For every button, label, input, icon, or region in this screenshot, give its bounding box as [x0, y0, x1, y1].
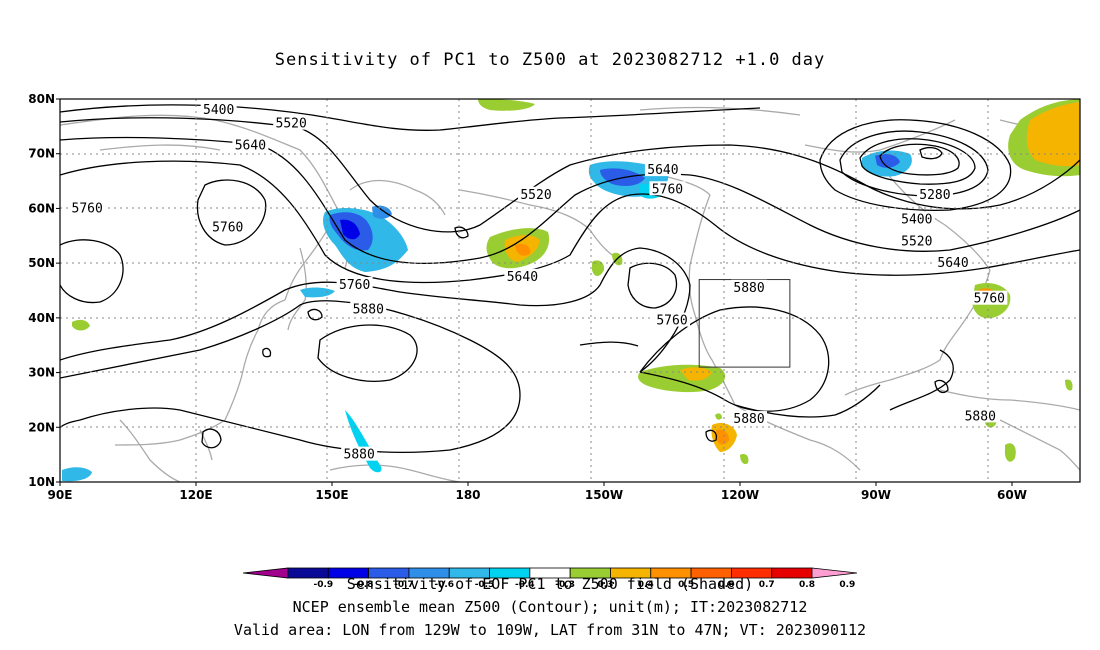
contour-label: 5760 [339, 278, 370, 293]
contour-label: 5280 [919, 188, 950, 203]
graticule [60, 99, 1080, 482]
contour-label-bg [336, 277, 373, 292]
contour-labels: 5400 5520 5640 5760 5760 5520 5640 5760 5640 5760… [69, 101, 1008, 463]
lat-tick-label: 80N [28, 92, 55, 106]
longitude-labels: 90E 120E 150E 180 150W 120W 90W 60W [48, 482, 1027, 502]
lat-tick-label: 20N [28, 420, 55, 434]
colorbar-tick-label: 0.5 [678, 580, 694, 590]
contour-label-bg [69, 200, 106, 215]
contour-label: 5640 [937, 256, 968, 271]
contour-label: 5880 [733, 412, 764, 427]
lon-tick-label: 60W [997, 488, 1027, 502]
contour-label-bg [232, 137, 269, 152]
contour-label-bg [898, 211, 935, 226]
contour-label: 5760 [212, 221, 243, 236]
footer-line-2: NCEP ensemble mean Z500 (Contour); unit(… [292, 598, 808, 616]
contour-label: 5520 [901, 234, 932, 249]
contour-label-bg [916, 186, 953, 201]
latitude-labels: 80N 70N 60N 50N 40N 30N 20N 10N [28, 92, 60, 489]
contour-label: 5880 [733, 281, 764, 296]
lon-tick-label: 120W [721, 488, 759, 502]
footer-line-1: Sensitivity of EOF PC1 to Z500 field (Sh… [346, 575, 754, 593]
colorbar-tick-label: -0.7 [394, 580, 414, 590]
map-frame [59, 98, 1081, 483]
colorbar-tick-label: -0.4 [515, 580, 535, 590]
contour-label-bg [654, 312, 690, 327]
contour-label: 5640 [647, 163, 678, 178]
contour-label: 5760 [72, 201, 103, 216]
lat-tick-label: 50N [28, 256, 55, 270]
contour-label: 5760 [656, 314, 687, 329]
contour-label: 5760 [652, 182, 683, 197]
contour-label: 5760 [974, 292, 1005, 307]
lon-tick-label: 90W [861, 488, 891, 502]
lon-tick-label: 180 [455, 488, 480, 502]
colorbar-tick-label: -0.5 [475, 580, 495, 590]
contour-label: 5520 [276, 117, 307, 132]
lat-tick-label: 10N [28, 475, 55, 489]
map-title: Sensitivity of PC1 to Z500 at 2023082712… [274, 50, 826, 70]
contour-label: 5880 [344, 448, 375, 463]
contour-label-bg [644, 162, 681, 177]
contour-lines [60, 104, 1080, 453]
contour-label-bg [350, 301, 387, 316]
lat-tick-label: 70N [28, 147, 55, 161]
contour-label-bg [200, 101, 237, 116]
contour-label: 5640 [235, 139, 266, 154]
contour-label-bg [341, 446, 378, 461]
contour-label: 5880 [353, 303, 384, 318]
lon-tick-label: 120E [179, 488, 212, 502]
lat-tick-label: 40N [28, 311, 55, 325]
valid-area-box [698, 279, 791, 368]
colorbar-tick-label: -0.6 [434, 580, 454, 590]
lat-tick-label: 60N [28, 201, 55, 215]
colorbar-tick-label: 0.9 [839, 580, 855, 590]
colorbar-tick-label: -0.3 [555, 580, 575, 590]
contour-label-bg [273, 115, 310, 130]
contour-label-bg [504, 268, 541, 283]
contour-label-bg [962, 408, 999, 423]
colorbar-tick-label: -0.8 [354, 580, 374, 590]
contour-label-bg [898, 233, 935, 248]
colorbar-tick-label: -0.9 [313, 580, 333, 590]
lat-tick-label: 30N [28, 366, 55, 380]
contour-label-bg [731, 411, 768, 426]
colorbar-tick-label: 0.6 [718, 580, 734, 590]
contour-label: 5400 [901, 212, 932, 227]
lon-tick-label: 150E [315, 488, 348, 502]
contour-label-bg [971, 290, 1008, 305]
colorbar-high-extend [811, 567, 858, 579]
contour-label: 5520 [520, 188, 551, 203]
contour-label: 5400 [203, 103, 234, 118]
lon-tick-label: 90E [48, 488, 73, 502]
colorbar-tick-label: 0.3 [597, 580, 613, 590]
shaded-sensitivity [62, 99, 1080, 482]
colorbar-tick-label: 0.8 [799, 580, 815, 590]
footer-line-3: Valid area: LON from 129W to 109W, LAT f… [233, 621, 867, 639]
contour-label-bg [935, 255, 972, 270]
contour-label-bg [209, 219, 246, 234]
colorbar-tick-label: 0.4 [638, 580, 654, 590]
contour-label-bg [518, 186, 554, 201]
colorbar-tick-label: 0.7 [759, 580, 775, 590]
contour-label-bg [731, 279, 768, 294]
lon-tick-label: 150W [585, 488, 623, 502]
contour-label: 5640 [507, 270, 538, 285]
coastlines [60, 106, 1080, 482]
colorbar: -0.9 -0.8 -0.7 -0.6 -0.5 -0.4 -0.3 0.3 0.4 0.5 0.6… [242, 567, 858, 590]
contour-label: 5880 [965, 409, 996, 424]
contour-label-bg [649, 181, 686, 196]
